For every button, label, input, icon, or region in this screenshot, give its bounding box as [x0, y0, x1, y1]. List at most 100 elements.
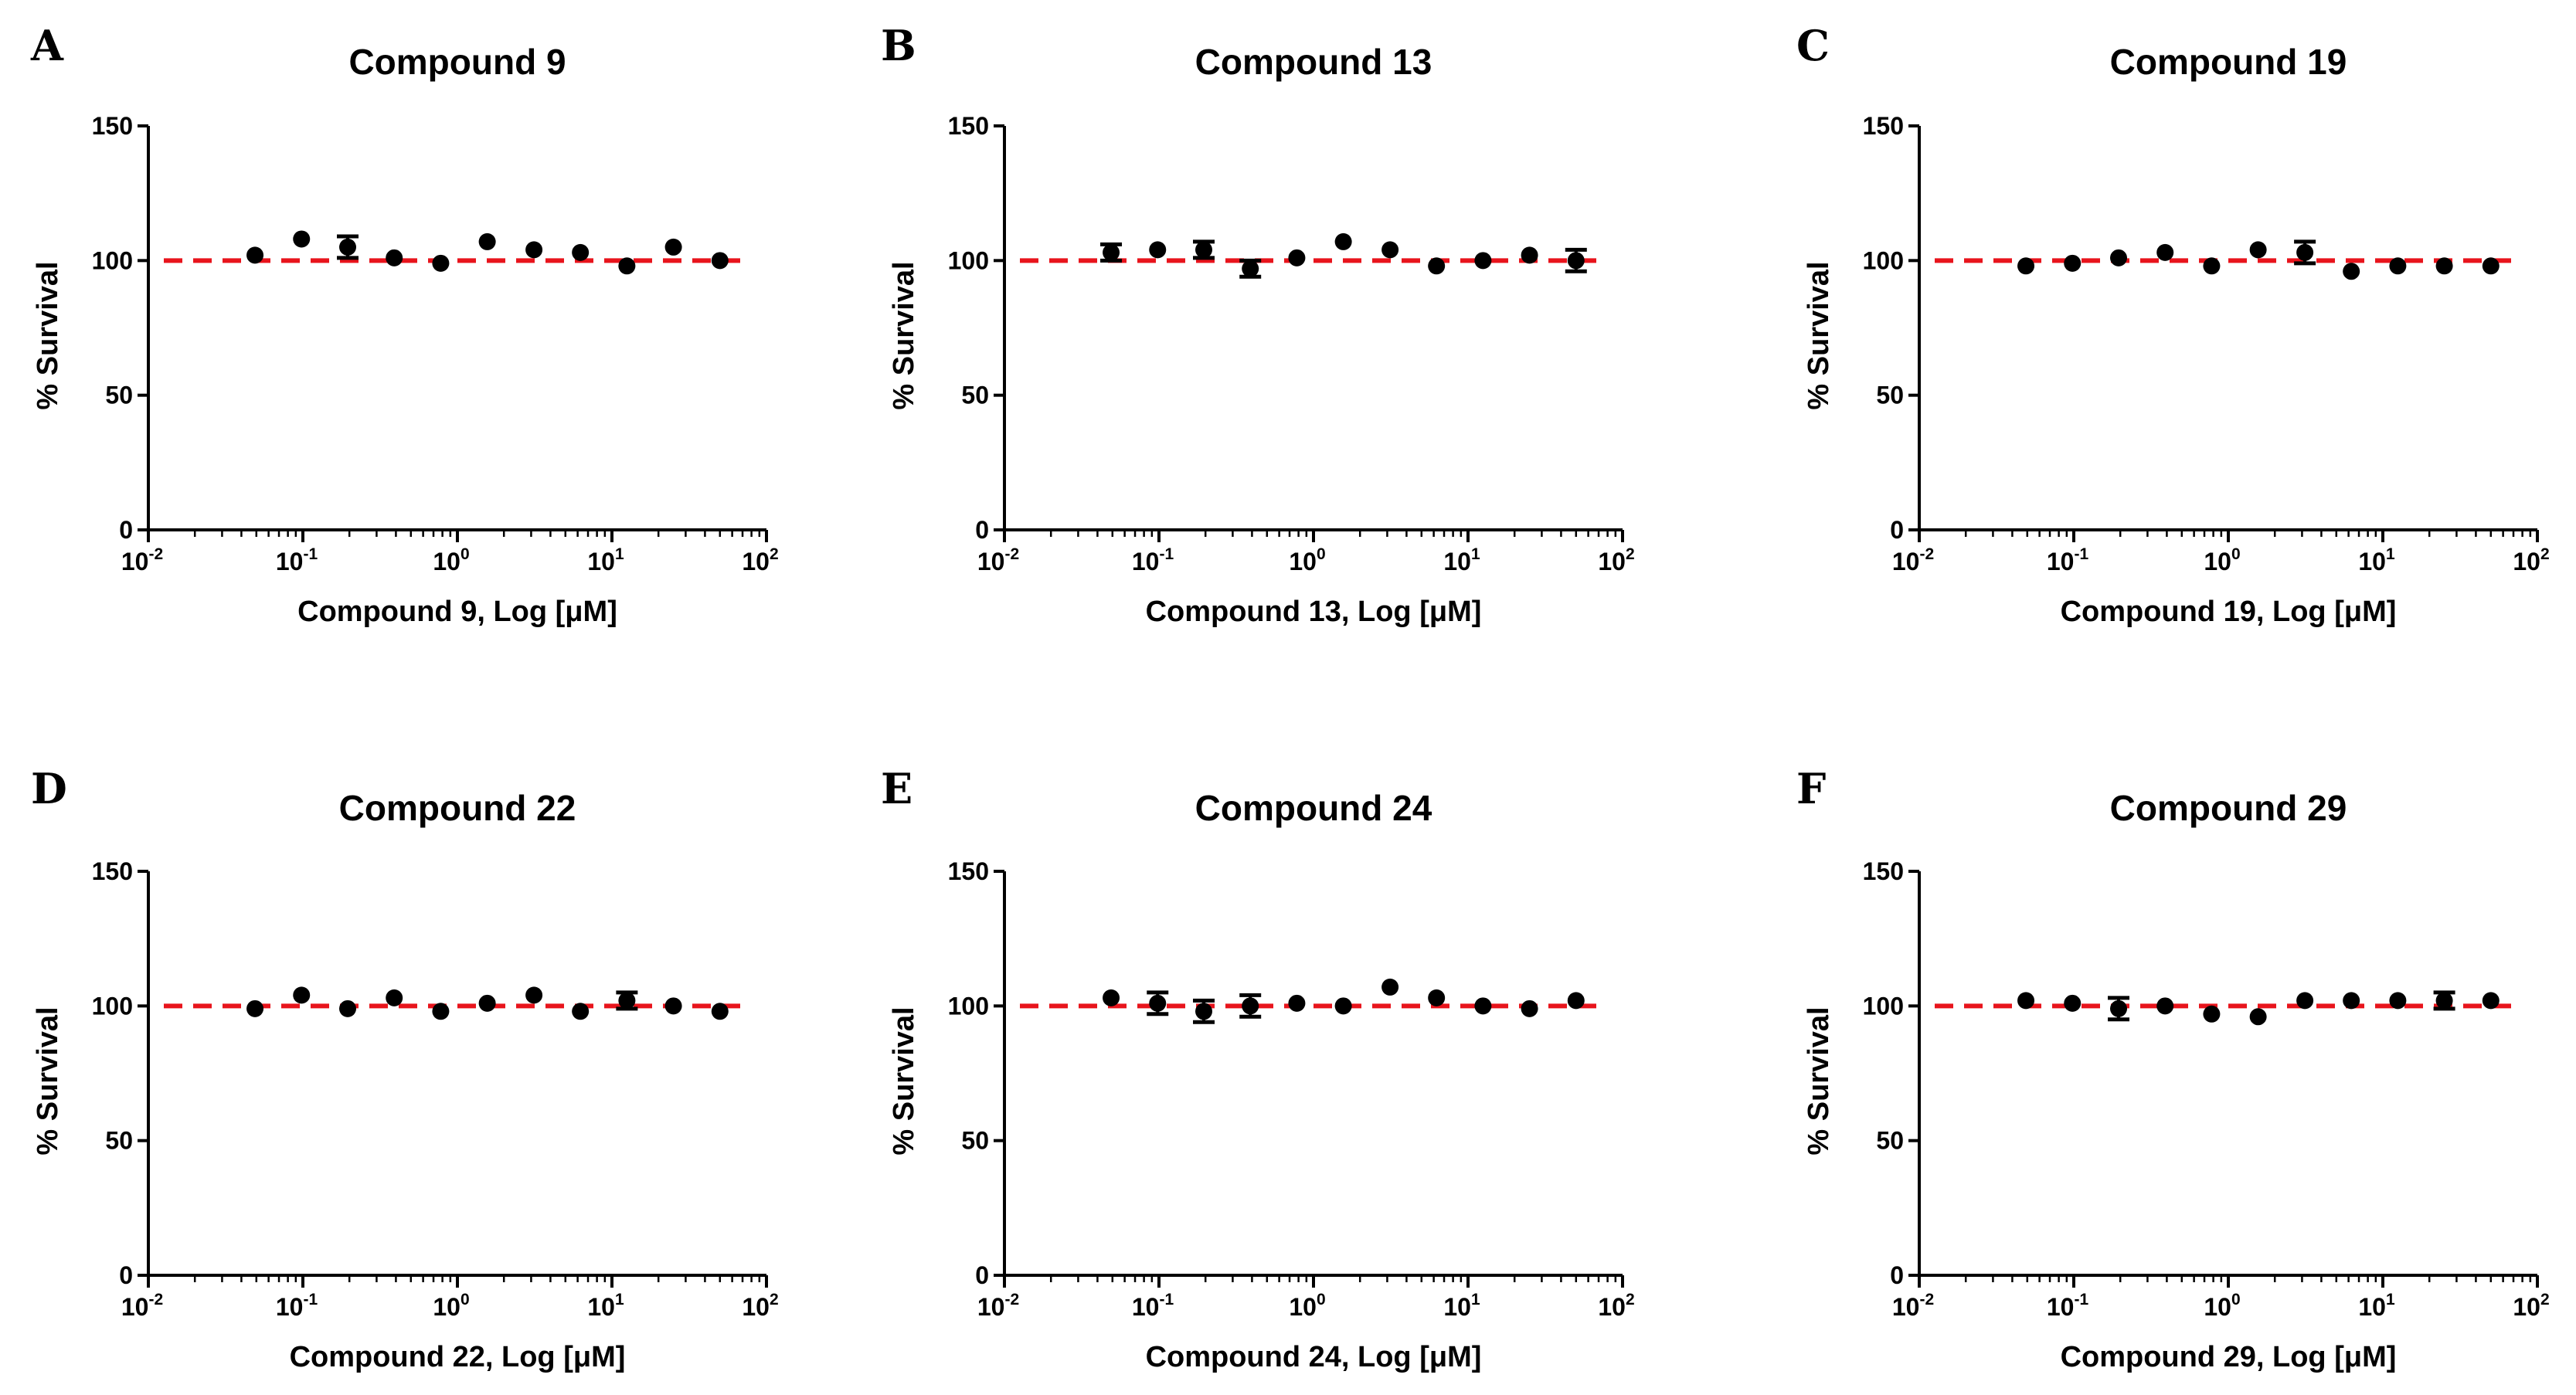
- panel-letter: F: [1796, 764, 1826, 813]
- x-tick-exponent: 0: [2231, 545, 2241, 563]
- data-point: [2435, 257, 2453, 275]
- x-tick-exponent: -1: [2074, 545, 2088, 563]
- data-point: [2249, 1008, 2267, 1026]
- data-point: [1288, 994, 1306, 1012]
- data-point: [1428, 257, 1446, 275]
- data-point: [1474, 252, 1492, 270]
- x-axis-label: Compound 24, Log [μM]: [1146, 1341, 1482, 1373]
- x-axis-label: Compound 13, Log [μM]: [1146, 596, 1482, 628]
- x-tick-label: 10-2: [977, 1291, 1019, 1321]
- x-tick-label: 10-1: [2047, 545, 2089, 575]
- x-tick-base: 10: [977, 548, 1005, 575]
- y-tick-label: 150: [92, 857, 133, 885]
- axes: [1918, 871, 2537, 1277]
- x-axis-label: Compound 9, Log [μM]: [297, 596, 617, 628]
- x-axis-label: Compound 19, Log [μM]: [2061, 596, 2397, 628]
- data-point: [2156, 243, 2174, 261]
- x-tick-base: 10: [587, 548, 615, 575]
- y-tick-label: 50: [105, 382, 133, 409]
- data-point: [339, 238, 357, 256]
- y-tick-label: 0: [975, 516, 989, 544]
- x-tick-label: 10-1: [1132, 545, 1174, 575]
- data-point: [1195, 1003, 1213, 1020]
- y-tick-label: 0: [1890, 516, 1904, 544]
- x-tick-exponent: -2: [1004, 545, 1019, 563]
- axes: [1003, 126, 1623, 531]
- chart-title: Compound 19: [2110, 42, 2347, 82]
- data-point: [2203, 1005, 2221, 1023]
- x-tick-label: 100: [1289, 1291, 1325, 1321]
- data-point: [1149, 241, 1167, 259]
- x-tick-base: 10: [276, 1293, 304, 1321]
- data-point: [572, 1003, 590, 1020]
- x-tick-exponent: 0: [1317, 545, 1326, 563]
- y-tick-label: 0: [119, 1261, 133, 1289]
- data-point: [711, 252, 729, 270]
- x-tick-exponent: -1: [2074, 1291, 2088, 1308]
- data-point: [525, 986, 543, 1004]
- data-point: [2064, 254, 2082, 272]
- y-tick-label: 100: [92, 246, 133, 274]
- x-axis-label: Compound 22, Log [μM]: [290, 1341, 626, 1373]
- x-tick-label: 101: [587, 545, 624, 575]
- y-tick-label: 0: [975, 1261, 989, 1289]
- data-point: [2389, 257, 2407, 275]
- x-tick-base: 10: [2204, 548, 2231, 575]
- x-tick-label: 100: [433, 1291, 469, 1321]
- data-point: [478, 232, 496, 250]
- x-tick-base: 10: [742, 548, 770, 575]
- data-point: [2296, 243, 2314, 261]
- x-tick-exponent: -2: [148, 545, 163, 563]
- x-tick-base: 10: [121, 1293, 149, 1321]
- y-tick-label: 100: [92, 992, 133, 1020]
- data-point: [2343, 263, 2360, 280]
- x-tick-base: 10: [121, 548, 149, 575]
- data-point: [1381, 241, 1399, 259]
- data-point: [2110, 1000, 2128, 1017]
- x-tick-exponent: -2: [1919, 545, 1934, 563]
- x-tick-base: 10: [1443, 548, 1471, 575]
- data-point: [386, 989, 403, 1006]
- data-point: [1567, 992, 1585, 1010]
- chart-title: Compound 24: [1195, 788, 1432, 828]
- x-tick-label: 102: [1598, 1291, 1634, 1321]
- axes: [1003, 871, 1623, 1277]
- y-axis-label: % Survival: [1803, 1006, 1835, 1155]
- x-tick-base: 10: [1598, 548, 1626, 575]
- x-tick-base: 10: [2358, 1293, 2386, 1321]
- x-tick-base: 10: [1289, 548, 1317, 575]
- x-tick-base: 10: [2358, 548, 2386, 575]
- x-tick-base: 10: [276, 548, 304, 575]
- data-point: [2389, 992, 2407, 1010]
- data-point: [478, 994, 496, 1012]
- x-tick-exponent: 2: [2540, 1291, 2550, 1308]
- data-point: [2435, 992, 2453, 1010]
- y-tick-label: 0: [119, 516, 133, 544]
- data-point: [293, 986, 311, 1004]
- data-point: [386, 249, 403, 266]
- data-point: [2482, 992, 2500, 1010]
- chart-title: Compound 22: [339, 788, 576, 828]
- y-tick-label: 150: [948, 857, 989, 885]
- data-point: [1567, 252, 1585, 270]
- chart-title: Compound 29: [2110, 788, 2347, 828]
- x-tick-base: 10: [1289, 1293, 1317, 1321]
- x-tick-label: 100: [2204, 1291, 2240, 1321]
- data-point: [2110, 249, 2128, 266]
- data-point: [2343, 992, 2360, 1010]
- data-point: [246, 246, 264, 264]
- x-tick-exponent: 1: [1471, 1291, 1480, 1308]
- panel-letter: A: [30, 21, 64, 70]
- y-tick-label: 100: [948, 246, 989, 274]
- data-point: [1428, 989, 1446, 1006]
- data-point: [2482, 257, 2500, 275]
- x-tick-base: 10: [433, 548, 460, 575]
- x-tick-exponent: 0: [2231, 1291, 2241, 1308]
- x-tick-label: 102: [1598, 545, 1634, 575]
- x-tick-label: 101: [2358, 1291, 2395, 1321]
- y-tick-label: 0: [1890, 1261, 1904, 1289]
- x-tick-exponent: -1: [1159, 1291, 1174, 1308]
- x-tick-base: 10: [433, 1293, 460, 1321]
- data-point: [2017, 257, 2035, 275]
